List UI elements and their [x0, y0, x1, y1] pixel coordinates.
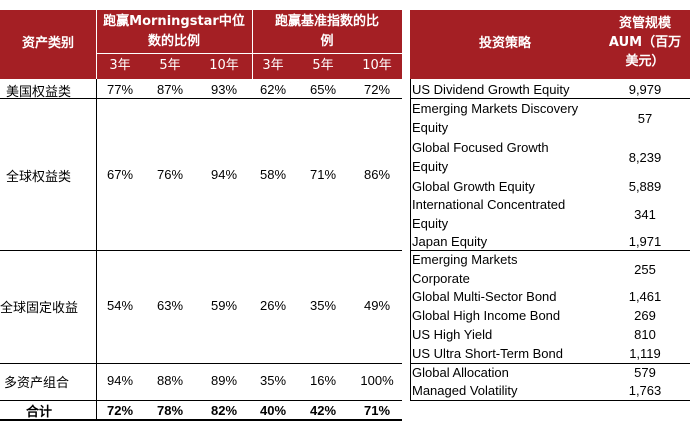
total-cell: 72%: [106, 403, 134, 418]
strategy-name: Global Growth Equity: [412, 179, 535, 194]
aum-value: 1,763: [628, 383, 662, 398]
strategy-name: Managed Volatility: [412, 383, 518, 398]
value-cell: 49%: [363, 298, 391, 313]
strategy-name: Global High Income Bond: [412, 308, 561, 323]
strategy-name: Emerging Markets Discovery: [412, 101, 579, 116]
value-cell: 63%: [156, 298, 184, 313]
header-divider: [96, 53, 402, 54]
category-us-equity: 美国权益类: [6, 85, 72, 100]
strategy-name: US High Yield: [412, 327, 493, 342]
value-cell: 87%: [156, 82, 184, 97]
total-cell: 82%: [210, 403, 238, 418]
header-vdivider: [252, 10, 253, 79]
value-cell: 94%: [210, 167, 238, 182]
category-total: 合计: [26, 405, 53, 420]
strategy-name: Global Multi-Sector Bond: [412, 289, 557, 304]
value-cell: 35%: [309, 298, 337, 313]
row-divider: [0, 400, 402, 401]
total-cell: 71%: [363, 403, 391, 418]
value-cell: 16%: [309, 373, 337, 388]
category-global-fixed-income: 全球固定收益: [0, 301, 79, 316]
row-divider: [0, 363, 402, 364]
aum-value: 9,979: [628, 82, 662, 97]
value-cell: 86%: [363, 167, 391, 182]
value-cell: 65%: [309, 82, 337, 97]
header-asset-class: 资产类别: [21, 36, 74, 51]
category-multi-asset: 多资产组合: [4, 376, 70, 391]
total-cell: 78%: [156, 403, 184, 418]
value-cell: 76%: [156, 167, 184, 182]
aum-value: 255: [634, 262, 656, 277]
value-cell: 94%: [106, 373, 134, 388]
period-10y: 10年: [209, 58, 239, 73]
strategy-name-cont: Corporate: [412, 271, 470, 286]
aum-value: 341: [634, 207, 656, 222]
header-beat-index-line1: 跑赢基准指数的比: [274, 14, 379, 29]
strategy-row-divider: [410, 98, 690, 99]
header-aum-line1: 资管规模: [618, 16, 671, 31]
value-cell: 62%: [259, 82, 287, 97]
aum-value: 1,119: [629, 346, 661, 361]
value-cell: 67%: [106, 167, 134, 182]
left-header-bg: [0, 10, 402, 79]
aum-value: 5,889: [628, 179, 662, 194]
strategy-name: Global Allocation: [412, 365, 509, 380]
strategy-row-divider: [410, 250, 690, 251]
header-beat-mstar-line2: 数的比例: [147, 34, 200, 49]
header-vdivider: [96, 10, 97, 79]
value-cell: 71%: [309, 167, 337, 182]
aum-value: 1,461: [628, 289, 662, 304]
value-cell: 77%: [106, 82, 134, 97]
value-cell: 88%: [156, 373, 184, 388]
category-global-equity: 全球权益类: [6, 170, 72, 185]
header-strategy: 投资策略: [478, 36, 531, 51]
header-aum-line2: AUM（百万: [608, 35, 682, 50]
strategy-name-cont: Equity: [412, 120, 449, 135]
total-bottom-border: [0, 419, 402, 421]
period-10y: 10年: [362, 58, 392, 73]
total-cell: 42%: [309, 403, 337, 418]
strategy-name-cont: Equity: [412, 216, 449, 231]
strategy-name: Japan Equity: [412, 234, 488, 249]
value-cell: 72%: [363, 82, 391, 97]
strategy-name: Global Focused Growth: [412, 140, 549, 155]
strategy-name: US Dividend Growth Equity: [412, 82, 570, 97]
period-3y: 3年: [262, 58, 284, 73]
right-header-bg: [410, 10, 690, 79]
period-3y: 3年: [109, 58, 131, 73]
strategy-row-divider: [410, 363, 690, 364]
strategy-name: International Concentrated: [412, 197, 566, 212]
category-divider: [96, 79, 97, 421]
period-5y: 5年: [159, 58, 181, 73]
aum-value: 8,239: [628, 150, 662, 165]
period-5y: 5年: [312, 58, 334, 73]
header-beat-index-line2: 例: [320, 34, 334, 49]
header-beat-mstar-line1: 跑赢Morningstar中位: [103, 14, 245, 29]
value-cell: 58%: [259, 167, 287, 182]
total-cell: 40%: [259, 403, 287, 418]
value-cell: 89%: [210, 373, 238, 388]
value-cell: 100%: [360, 373, 394, 388]
value-cell: 26%: [259, 298, 287, 313]
row-divider: [0, 250, 402, 251]
value-cell: 93%: [210, 82, 238, 97]
strategy-name: US Ultra Short-Term Bond: [412, 346, 563, 361]
aum-value: 57: [637, 111, 653, 126]
strategy-name: Emerging Markets: [412, 252, 518, 267]
aum-value: 579: [634, 365, 656, 380]
strategy-table-bottom: [410, 400, 690, 401]
strategy-name-cont: Equity: [412, 159, 449, 174]
aum-value: 810: [634, 327, 656, 342]
value-cell: 35%: [259, 373, 287, 388]
aum-value: 1,971: [628, 234, 662, 249]
right-table-left-border: [410, 79, 411, 401]
value-cell: 54%: [106, 298, 134, 313]
row-divider: [0, 98, 402, 99]
value-cell: 59%: [210, 298, 238, 313]
aum-value: 269: [634, 308, 656, 323]
header-aum-line3: 美元）: [625, 54, 665, 69]
